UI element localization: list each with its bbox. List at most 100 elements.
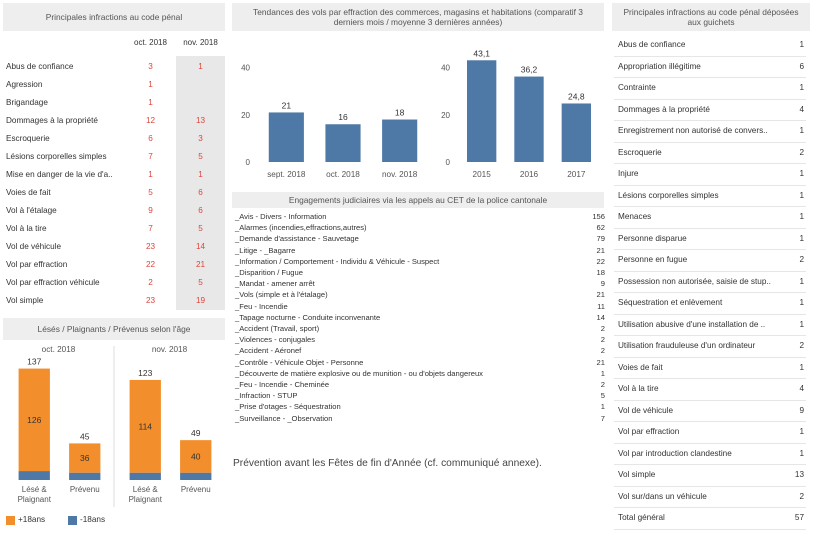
list-item-value: 7: [600, 413, 605, 423]
list-item-value: 2: [600, 335, 605, 345]
table-row: Appropriation illégitime 6: [614, 56, 806, 78]
x-tick-label: sept. 2018: [267, 170, 306, 179]
list-item: _Prise d'otages - Séquestration 1: [235, 402, 605, 412]
list-item-label: _Disparition / Fugue: [235, 268, 303, 277]
row-label: Vol simple: [618, 470, 656, 479]
list-item-label: _Feu - Incendie: [235, 301, 288, 311]
row-label: Contrainte: [618, 83, 656, 92]
row-label: Vol à l'étalage: [6, 206, 57, 215]
row-value: 1: [799, 233, 804, 243]
bar: [514, 76, 544, 162]
row-value: 1: [799, 298, 804, 307]
total-label: 123: [138, 368, 152, 378]
table-row: Vol de véhicule 9: [614, 400, 806, 422]
bar: [561, 103, 592, 162]
table-row: Vol simple 23 19: [3, 292, 225, 310]
row-label: Agression: [6, 80, 43, 89]
table-row: Séquestration et enlèvement 1: [614, 292, 806, 315]
list-item-label: _Violences - conjugales: [235, 335, 316, 345]
x-tick-label: Lésé & Plaignant: [129, 485, 163, 504]
center-mid-panel-title: Engagements judiciaires via les appels a…: [232, 192, 604, 208]
list-item-label: _Litige - _Bagarre: [235, 245, 296, 255]
row-label: Personne disparue: [618, 233, 687, 243]
row-value: 1: [799, 169, 804, 178]
bar-segment-plus18: [180, 440, 212, 473]
list-item: _Feu - Incendie - Cheminée 2: [235, 380, 605, 389]
list-item-label: _Prise d'otages - Séquestration: [235, 402, 341, 412]
row-value-nov: 5: [198, 152, 203, 161]
table-row: Mise en danger de la vie d'a.. 1 1: [3, 166, 225, 184]
table-row: Voies de fait 5 6: [3, 184, 225, 202]
total-label: 49: [191, 428, 201, 438]
data-label: 16: [338, 112, 348, 122]
row-value-oct: 7: [148, 224, 153, 233]
row-value-oct: 1: [148, 170, 153, 179]
row-value: 4: [799, 104, 804, 114]
data-label: 36,2: [521, 65, 538, 75]
table-row: Possession non autorisée, saisie de stup…: [614, 271, 806, 293]
list-item-label: _Avis - Divers - Information: [235, 212, 327, 221]
row-value-oct: 7: [148, 152, 153, 161]
list-item: _Avis - Divers - Information 156: [235, 212, 605, 221]
list-item: _Information / Comportement - Individu &…: [235, 256, 605, 266]
row-label: Voies de fait: [6, 188, 51, 197]
row-value-oct: 22: [145, 260, 156, 269]
row-label: Brigandage: [6, 98, 48, 107]
list-item: _Contrôle - Véhicule Objet - Personne 21: [235, 357, 605, 367]
segment-label: 40: [191, 451, 201, 461]
col-header-nov: nov. 2018: [183, 38, 218, 47]
bar-segment-minus18: [69, 472, 101, 480]
table-row: Lésions corporelles simples 1: [614, 185, 806, 207]
list-item: _Litige - _Bagarre 21: [235, 245, 605, 255]
data-label: 43,1: [473, 48, 490, 58]
monthly-trend-chart: 0 20 40 21 sept. 2018 16 oct. 2018 18 nov. 2018: [241, 64, 418, 179]
list-item-value: 11: [597, 301, 605, 311]
table-row: Vol à l'étalage 9 6: [3, 202, 225, 220]
table-row: Utilisation frauduleuse d'un ordinateur 2: [614, 335, 806, 358]
list-item: _Tapage nocturne - Conduite inconvenante…: [235, 313, 605, 322]
x-tick-label: 2017: [567, 170, 586, 179]
list-item: _Demande d'assistance - Sauvetage 79: [235, 235, 605, 244]
legend-label-minus18: -18ans: [80, 515, 106, 524]
y-tick-label: 20: [441, 111, 450, 120]
table-row: Vol par effraction 22 21: [3, 256, 225, 274]
table-row: Brigandage 1: [3, 94, 225, 112]
row-value-oct: 5: [148, 188, 153, 197]
row-label: Abus de confiance: [618, 40, 686, 49]
list-item-label: _Contrôle - Véhicule Objet - Personne: [235, 357, 364, 367]
row-label: Personne en fugue: [618, 255, 688, 264]
total-label: 137: [27, 357, 41, 367]
row-value: 9: [799, 405, 804, 415]
row-value: 6: [799, 61, 804, 71]
row-value-nov: 1: [198, 170, 203, 179]
list-item-label: _Feu - Incendie - Cheminée: [235, 380, 330, 389]
table-row: Personne disparue 1: [614, 228, 806, 250]
row-label: Vol par effraction: [6, 260, 68, 269]
table-row: Vol à la tire 4: [614, 378, 806, 401]
row-label: Lésions corporelles simples: [618, 190, 719, 200]
row-value-oct: 9: [148, 206, 153, 215]
row-value-oct: 23: [145, 296, 156, 305]
list-item-label: _Accident - Aéronef: [235, 346, 302, 356]
list-item-label: _Découverte de matière explosive ou de m…: [235, 368, 483, 378]
row-value: 1: [799, 276, 804, 286]
list-item-value: 156: [592, 212, 605, 221]
row-label: Abus de confiance: [6, 62, 74, 71]
row-value-oct: 1: [148, 98, 153, 107]
row-value-nov: 3: [198, 134, 203, 143]
x-tick-label: oct. 2018: [326, 170, 360, 179]
list-item-value: 2: [600, 346, 605, 356]
row-label: Vol par introduction clandestine: [618, 448, 732, 458]
row-label: Voies de fait: [618, 362, 663, 372]
row-value: 1: [799, 83, 804, 92]
list-item: _Disparition / Fugue 18: [235, 268, 605, 277]
table-row: Vol simple 13: [614, 464, 806, 487]
list-item-label: _Information / Comportement - Individu &…: [235, 256, 440, 266]
list-item-value: 5: [600, 391, 605, 401]
list-item-value: 18: [596, 268, 605, 277]
row-value: 1: [799, 319, 804, 329]
list-item-value: 21: [596, 357, 605, 367]
table-row: Total général 57: [614, 507, 806, 530]
row-value: 2: [799, 147, 804, 157]
